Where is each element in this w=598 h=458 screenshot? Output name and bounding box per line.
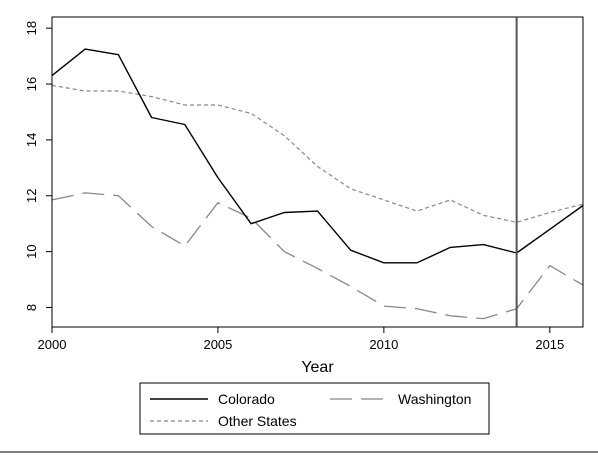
x-axis-title: Year <box>301 359 334 376</box>
series-line-other-states <box>51 84 584 223</box>
plot-frame <box>51 16 584 328</box>
x-tick-label: 2015 <box>535 337 564 352</box>
x-tick-label: 2005 <box>203 337 232 352</box>
y-tick-label: 18 <box>24 21 39 35</box>
x-tick-label: 2010 <box>369 337 398 352</box>
series-line-washington <box>51 192 584 320</box>
legend-label-colorado: Colorado <box>218 391 275 407</box>
y-tick-label: 10 <box>24 244 39 258</box>
x-tick-label: 2000 <box>38 337 67 352</box>
legend-label-washington: Washington <box>398 391 471 407</box>
series-line-colorado <box>51 48 584 264</box>
y-axis: 8 10 12 14 16 18 <box>24 21 52 311</box>
y-tick-label: 12 <box>24 189 39 203</box>
x-axis: 2000 2005 2010 2015 <box>38 327 564 352</box>
plot-lines <box>51 48 584 320</box>
y-tick-label: 14 <box>24 133 39 147</box>
y-tick-label: 8 <box>24 304 39 311</box>
legend-label-other-states: Other States <box>218 413 297 429</box>
legend-box <box>139 382 490 435</box>
y-tick-label: 16 <box>24 77 39 91</box>
legend: Colorado Washington Other States <box>139 382 490 435</box>
